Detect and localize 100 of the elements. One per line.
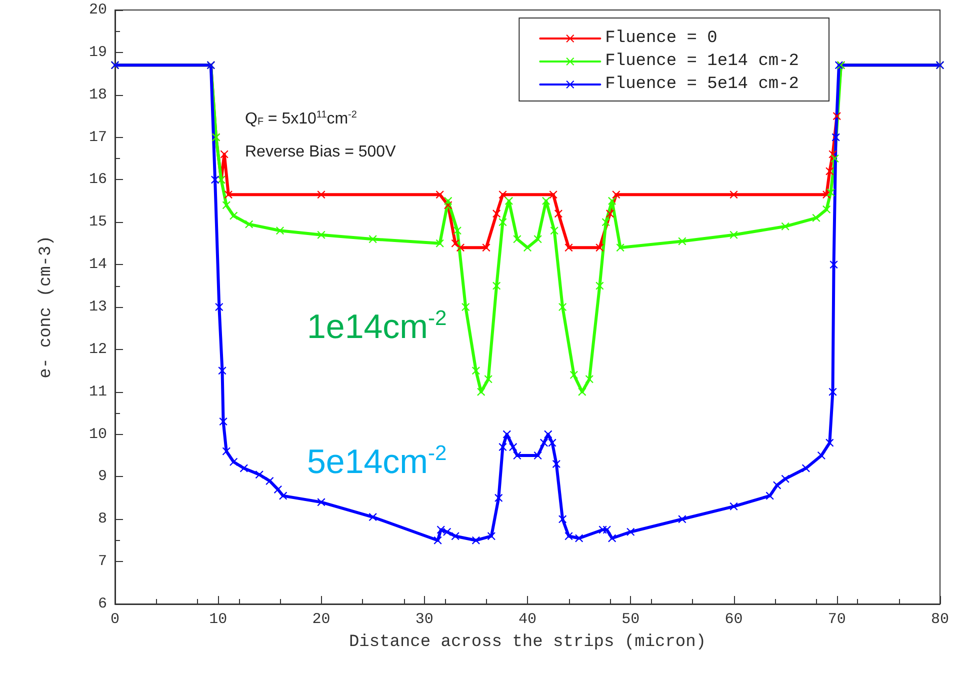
point [444,201,452,210]
point [826,167,834,176]
point [219,418,228,426]
x-tick-label: 50 [622,611,640,628]
y-tick-label: 6 [98,596,107,612]
point [230,458,238,466]
point [549,190,558,199]
x-tick-label: 80 [930,611,950,628]
point [482,244,490,252]
point [492,210,501,218]
point [678,515,686,524]
point [220,150,228,158]
point [224,190,232,199]
point [817,452,826,460]
point [578,388,586,396]
point [773,481,782,490]
point [834,61,843,70]
x-tick-label: 10 [209,611,228,628]
point [451,532,460,540]
point [608,196,616,205]
point [434,536,442,544]
point [211,176,220,184]
y-tick-label: 18 [88,86,107,104]
x-tick-label: 60 [724,611,743,628]
point [608,534,616,542]
point [436,239,444,248]
point [472,366,480,375]
point [444,196,452,205]
point [552,460,560,468]
point [456,244,464,252]
point [606,210,614,218]
point [554,210,562,218]
x-tick-label: 70 [828,611,846,628]
x-tick-label: 20 [312,611,330,628]
point [279,492,288,500]
point [766,492,774,500]
point [602,218,610,226]
point [436,190,444,199]
point [548,438,556,447]
point [443,528,452,536]
point [215,303,224,311]
point [550,226,558,235]
point [616,244,624,252]
y-tick-label: 14 [88,256,107,274]
x-tick-label: 0 [110,611,120,628]
point [826,438,834,447]
y-tick-label: 9 [98,468,107,486]
point [678,237,686,246]
point [575,534,584,542]
point [498,218,507,226]
point [828,388,837,396]
point [317,230,326,239]
point [222,201,230,210]
point [781,222,790,230]
point [484,375,492,384]
point [832,112,841,120]
point [240,464,248,472]
point [245,220,254,228]
point [612,190,620,199]
point [266,476,274,485]
point [498,443,507,452]
point [509,443,518,452]
x-tick-label: 40 [518,611,537,628]
point [730,502,738,510]
point [317,190,326,199]
point [558,303,567,311]
y-tick-label: 16 [88,171,107,188]
point [513,452,522,460]
point [832,133,840,142]
y-axis-title: e- conc (cm-3) [37,236,56,378]
point [564,244,573,252]
point [570,370,578,379]
x-axis-title: Distance across the strips (micron) [348,633,706,652]
point [540,438,548,447]
point [542,196,550,205]
point [368,235,377,244]
point [230,212,238,220]
point [730,230,738,239]
y-tick-label: 11 [88,383,107,400]
point [453,226,462,235]
point [492,282,501,290]
point [781,474,790,483]
point [822,205,831,214]
point [436,526,445,534]
legend-label: Fluence = 0 [605,29,718,48]
point [544,430,552,438]
point [596,244,604,252]
y-tick-label: 19 [88,44,107,61]
point [534,452,542,460]
point [558,515,567,524]
point [218,366,226,375]
point [274,485,282,494]
y-tick-label: 12 [88,340,107,358]
point [317,498,326,506]
y-tick-label: 8 [98,510,107,528]
point [826,188,835,196]
point [812,214,820,222]
point [802,464,810,472]
y-tick-label: 17 [88,128,107,146]
point [472,536,480,544]
